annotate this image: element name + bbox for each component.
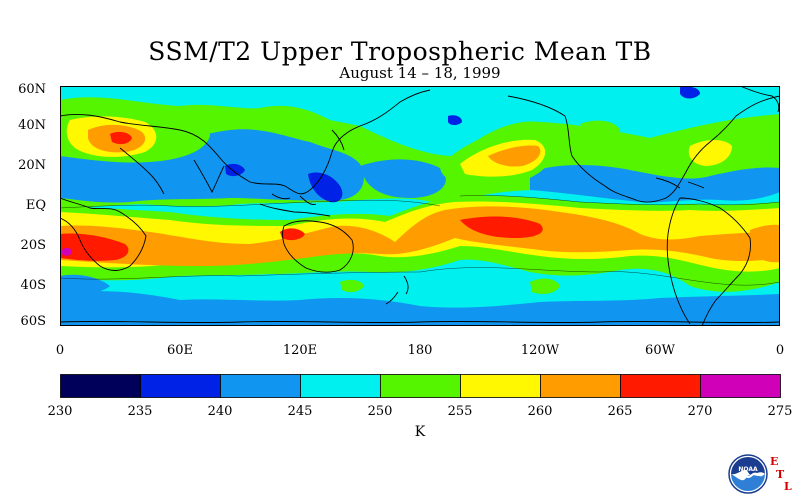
map-frame [60, 86, 780, 326]
natlantic-yellow [688, 140, 732, 166]
lat-label-60n: 60N [18, 82, 46, 97]
noaa-seal-text: NOAA [738, 466, 758, 473]
south-africa-magenta-core [62, 247, 72, 256]
colorbar-tick-label: 235 [127, 404, 153, 419]
coastline-north-america [507, 95, 780, 203]
logo-letter-l: L [784, 480, 792, 493]
colorbar-swatch [300, 374, 381, 398]
colorbar-swatch [60, 374, 141, 398]
lon-label-120e: 120E [282, 343, 318, 358]
mideast-red-core [110, 131, 132, 145]
lon-label-60w: 60W [645, 343, 675, 358]
npac-deep-blue [448, 115, 462, 125]
sh-orange-band [60, 206, 780, 266]
coastline-africa [60, 197, 147, 271]
southern-ocean-blue [60, 291, 780, 326]
logo-letter-t: T [776, 468, 785, 481]
coastline-japan [331, 129, 345, 151]
contour-lines [60, 195, 780, 286]
americas-blue-belt [530, 165, 780, 203]
colorbar-tick-label: 255 [447, 404, 473, 419]
colorbar-tick-label: 265 [607, 404, 633, 419]
lat-label-60s: 60S [20, 314, 46, 329]
colorbar [60, 374, 781, 398]
coastline-india [193, 159, 225, 194]
colorbar-swatch [140, 374, 221, 398]
arctic-deep-blue [680, 86, 700, 99]
colorbar-tick-label: 260 [527, 404, 553, 419]
colorbar-tick-label: 250 [367, 404, 393, 419]
coastline-australia [282, 220, 354, 273]
coastline-caribbean [655, 177, 705, 189]
sh-green-patch-2 [340, 279, 364, 293]
lon-label-180: 180 [407, 343, 433, 358]
nw-pacific-blue [360, 159, 446, 198]
colorbar-unit-label: K [414, 424, 426, 440]
south-africa-red-core [60, 233, 129, 261]
colorbar-tick-label: 275 [767, 404, 793, 419]
noaa-seal-icon: NOAA [728, 454, 768, 494]
lat-label-eq: EQ [25, 198, 46, 213]
australia-red-core [280, 228, 305, 241]
lon-label-120w: 120W [520, 343, 560, 358]
brazil-orange-core [750, 224, 780, 263]
pacific-red-core [460, 216, 543, 238]
colorbar-swatch [540, 374, 621, 398]
asia-blue-belt [60, 129, 364, 203]
colorbar-tick-label: 230 [47, 404, 73, 419]
coastline-greenland [739, 86, 780, 113]
colorbar-swatch [220, 374, 301, 398]
logo-letter-e: E [770, 455, 779, 468]
colorbar-swatch [380, 374, 461, 398]
noaa-etl-logo: NOAA E T L [728, 452, 792, 496]
southern-ocean-blue-2 [60, 274, 110, 295]
colorbar-swatch [620, 374, 701, 398]
coastline-arabia [119, 147, 165, 195]
colorbar-tick-label: 270 [687, 404, 713, 419]
coastline-antarctica [60, 320, 780, 324]
lat-label-20n: 20N [18, 158, 46, 173]
colorbar-tick-label: 240 [207, 404, 233, 419]
map-fill-layers [60, 86, 780, 326]
coastline-eurasia [60, 89, 431, 195]
lon-label-0: 0 [55, 343, 65, 358]
coastlines [60, 86, 780, 326]
coastline-indonesia [259, 193, 331, 217]
tb-contour-map [60, 86, 780, 326]
lon-label-360: 0 [775, 343, 785, 358]
chart-title: SSM/T2 Upper Tropospheric Mean TB [148, 37, 652, 66]
colorbar-tick-label: 245 [287, 404, 313, 419]
green-patch-2 [580, 120, 620, 138]
npacific-orange [488, 145, 541, 167]
green-patch-1 [225, 112, 252, 127]
lat-label-40n: 40N [18, 118, 46, 133]
lat-label-40s: 40S [20, 278, 46, 293]
sh-green-patch-1 [530, 278, 560, 294]
wpacific-deep-blue [308, 172, 343, 203]
india-deep-blue [225, 163, 245, 177]
coastline-south-america [666, 197, 751, 326]
lon-label-60e: 60E [166, 343, 194, 358]
colorbar-swatch [460, 374, 541, 398]
chart-subtitle: August 14 – 18, 1999 [339, 64, 501, 82]
lat-label-20s: 20S [20, 238, 46, 253]
colorbar-swatch [700, 374, 781, 398]
coastline-new-zealand [385, 275, 409, 305]
